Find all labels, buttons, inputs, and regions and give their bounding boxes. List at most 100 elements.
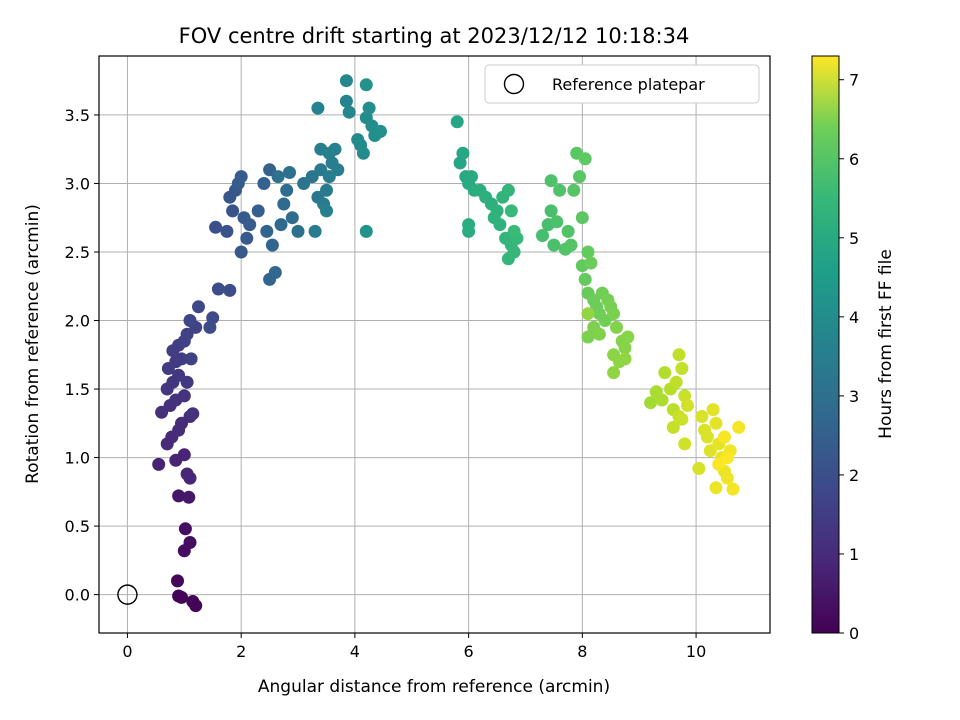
- legend-box: [484, 64, 760, 104]
- data-point: [359, 78, 373, 92]
- data-point: [709, 416, 723, 430]
- data-point: [359, 224, 373, 238]
- data-point: [692, 462, 706, 475]
- x-axis-label: Angular distance from reference (arcmin): [258, 677, 610, 697]
- data-point: [504, 204, 518, 218]
- data-point: [553, 183, 567, 197]
- chart-title: FOV centre drift starting at 2023/12/12 …: [179, 24, 690, 48]
- data-point: [171, 574, 184, 588]
- data-point: [666, 420, 680, 434]
- x-tick-label: 8: [577, 642, 587, 661]
- data-point: [675, 362, 689, 375]
- data-point: [308, 224, 322, 238]
- data-point: [184, 352, 198, 366]
- data-point: [203, 320, 217, 334]
- data-point: [339, 94, 353, 108]
- data-point: [172, 489, 186, 503]
- data-point: [265, 238, 279, 252]
- colorbar-tick-label: 4: [849, 308, 859, 327]
- data-point: [177, 389, 191, 403]
- data-point: [450, 115, 464, 129]
- y-tick-label: 2.5: [65, 243, 90, 262]
- colorbar-gradient: [811, 55, 840, 634]
- data-point: [152, 457, 166, 471]
- data-point: [209, 220, 223, 234]
- data-point: [189, 599, 203, 613]
- data-point: [231, 177, 245, 190]
- data-point: [561, 224, 575, 238]
- data-point: [726, 482, 740, 496]
- data-point: [251, 204, 265, 218]
- data-point: [339, 74, 353, 88]
- y-tick-label: 2.0: [65, 312, 90, 331]
- data-point: [644, 396, 658, 410]
- data-point: [581, 330, 595, 344]
- data-point: [718, 430, 731, 444]
- colorbar-tick-label: 2: [849, 466, 859, 485]
- data-point: [720, 451, 734, 465]
- y-tick-label: 1.5: [65, 380, 90, 399]
- colorbar-tick-label: 7: [849, 71, 859, 90]
- data-point: [607, 366, 621, 380]
- reference-marker: [117, 584, 138, 605]
- data-point: [544, 204, 558, 218]
- data-point: [280, 183, 294, 197]
- colorbar-tick-label: 6: [849, 150, 859, 169]
- reference-platepar-point: [117, 584, 138, 605]
- data-point: [257, 177, 271, 190]
- data-point: [234, 245, 248, 259]
- data-point: [271, 170, 285, 184]
- data-point: [547, 238, 561, 252]
- y-axis-label: Rotation from reference (arcmin): [23, 204, 43, 484]
- data-point: [607, 307, 621, 321]
- data-point: [291, 224, 305, 238]
- data-point: [550, 215, 564, 229]
- data-point: [501, 183, 515, 197]
- x-tick-label: 2: [236, 642, 246, 661]
- data-point: [274, 218, 288, 232]
- grid: [99, 56, 770, 633]
- data-point: [277, 197, 291, 211]
- legend-marker-icon: [503, 73, 525, 95]
- data-points: [152, 74, 746, 613]
- data-point: [669, 375, 683, 389]
- data-point: [507, 245, 521, 259]
- data-point: [584, 256, 598, 270]
- colorbar-tick-label: 5: [849, 229, 859, 248]
- data-point: [223, 283, 237, 297]
- data-point: [283, 166, 296, 179]
- legend: Reference platepar: [484, 64, 760, 104]
- data-point: [311, 101, 325, 115]
- data-point: [178, 522, 192, 536]
- data-point: [573, 170, 586, 184]
- data-point: [695, 410, 709, 423]
- data-point: [618, 341, 632, 355]
- data-point: [172, 589, 186, 603]
- data-point: [226, 204, 240, 218]
- data-point: [192, 300, 205, 314]
- data-point: [581, 307, 595, 321]
- y-tick-label: 1.0: [65, 449, 90, 468]
- data-point: [507, 224, 521, 238]
- colorbar: 0 1 2 3 4 5 6 7 Hours from first FF file: [811, 55, 896, 643]
- colorbar-label: Hours from first FF file: [876, 249, 896, 439]
- data-point: [356, 146, 370, 160]
- data-point: [720, 471, 734, 485]
- data-point: [592, 327, 606, 341]
- data-point: [618, 352, 632, 366]
- data-point: [342, 105, 356, 119]
- data-point: [578, 152, 592, 166]
- data-point: [655, 393, 669, 407]
- x-tick-label: 6: [464, 642, 474, 661]
- data-point: [564, 238, 578, 252]
- data-point: [672, 348, 686, 362]
- data-point: [211, 282, 225, 296]
- legend-entry-label: Reference platepar: [552, 75, 705, 94]
- data-point: [183, 314, 197, 327]
- data-point: [493, 218, 507, 232]
- colorbar-tick-label: 3: [849, 387, 859, 406]
- data-point: [320, 183, 333, 197]
- colorbar-tick-label: 1: [849, 545, 859, 564]
- data-point: [331, 163, 345, 177]
- data-point: [243, 218, 257, 232]
